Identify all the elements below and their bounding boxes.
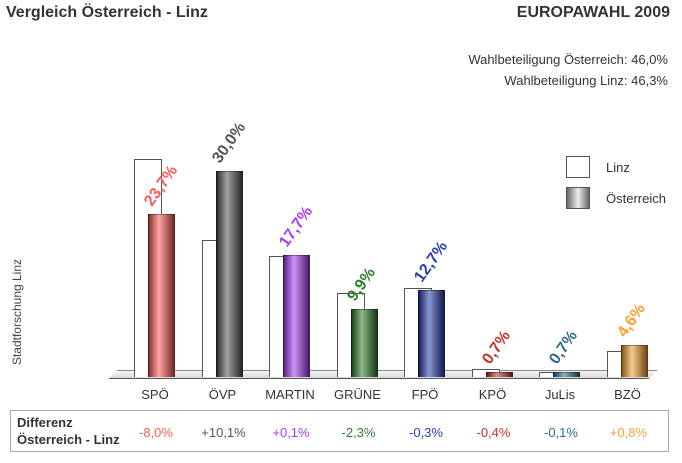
chart-subtitle: EUROPAWAHL 2009	[516, 4, 670, 21]
category-label-grüne: GRÜNE	[334, 387, 381, 402]
chart-title: Vergleich Österreich - Linz	[6, 4, 208, 21]
category-label-spö: SPÖ	[141, 387, 169, 402]
difference-value-spö: -8,0%	[139, 425, 173, 440]
turnout-linz: Wahlbeteiligung Linz: 46,3%	[504, 73, 668, 88]
value-label-kpö: 0,7%	[478, 327, 514, 368]
difference-table: Differenz Österreich - Linz -8,0% +10,1% +…	[10, 410, 669, 452]
difference-value-övp: +10,1%	[201, 425, 246, 440]
legend-label-linz: Linz	[606, 159, 630, 175]
difference-label-line1: Differenz	[17, 415, 73, 430]
value-label-fpö: 12,7%	[411, 238, 452, 286]
value-label-övp: 30,0%	[208, 119, 249, 167]
bar-chart: 23,7% SPÖ 30,0% ÖVP 17,7% MARTIN 9,9% GRÜNE 12,7…	[108, 119, 658, 402]
value-label-martin: 17,7%	[276, 203, 317, 251]
value-label-bzö: 4,6%	[613, 301, 649, 341]
legend-item-linz: Linz	[566, 156, 666, 178]
category-label-martin: MARTIN	[265, 387, 315, 402]
bar-austria-bzö	[620, 345, 648, 377]
category-label-julis: JuLis	[544, 387, 576, 402]
legend-swatch-linz	[566, 156, 590, 178]
difference-value-kpö: -0,4%	[476, 425, 511, 440]
bar-austria-kpö	[485, 372, 513, 377]
difference-value-martin: +0,1%	[272, 425, 310, 440]
difference-value-bzö: +0,8%	[609, 425, 648, 440]
legend-label-austria: Österreich	[606, 190, 666, 206]
difference-value-julis: -0,1%	[544, 425, 578, 440]
category-label-bzö: BZÖ	[614, 387, 641, 402]
category-label-kpö: KPÖ	[478, 387, 507, 402]
legend-swatch-austria	[566, 187, 590, 209]
category-label-övp: ÖVP	[208, 387, 237, 402]
difference-label-line2: Österreich - Linz	[17, 432, 120, 447]
bar-austria-fpö	[418, 289, 445, 377]
bar-austria-martin	[283, 255, 310, 377]
bar-austria-grüne	[350, 308, 378, 377]
legend-item-austria: Österreich	[566, 187, 666, 209]
difference-label: Differenz Österreich - Linz	[17, 414, 120, 448]
legend: Linz Österreich	[566, 156, 666, 218]
difference-value-fpö: -0,3%	[409, 425, 443, 440]
difference-value-grüne: -2,3%	[341, 425, 376, 440]
turnout-austria: Wahlbeteiligung Österreich: 46,0%	[468, 52, 668, 67]
category-label-fpö: FPÖ	[411, 387, 439, 402]
bar-austria-spö	[148, 214, 175, 377]
bar-austria-julis	[553, 372, 580, 377]
value-label-julis: 0,7%	[546, 327, 582, 368]
bar-austria-övp	[215, 170, 243, 377]
